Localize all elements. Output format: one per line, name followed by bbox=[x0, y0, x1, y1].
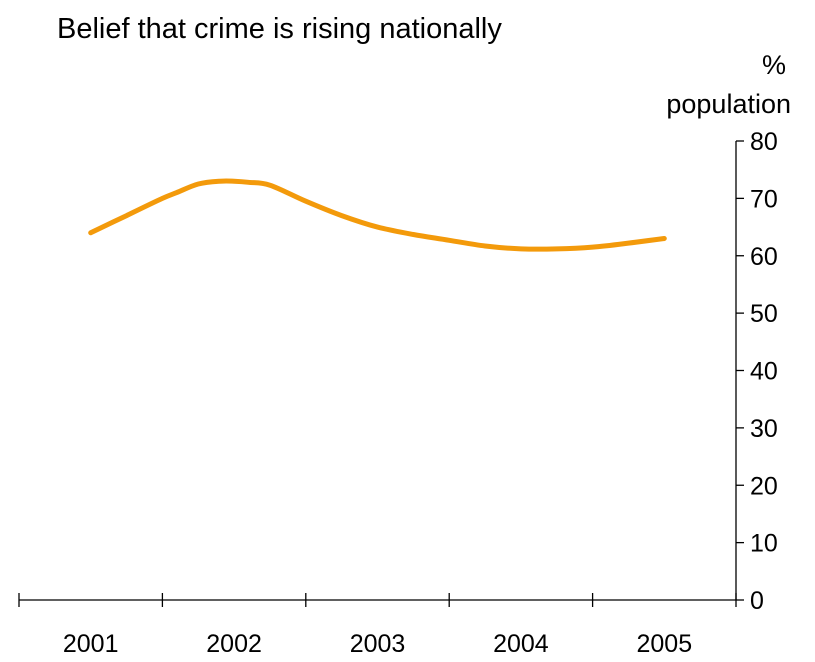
y-tick-label: 80 bbox=[750, 128, 778, 156]
y-tick-label: 60 bbox=[750, 243, 778, 271]
y-tick-label: 50 bbox=[750, 300, 778, 328]
y-tick-label: 70 bbox=[750, 185, 778, 213]
x-tick-label: 2004 bbox=[493, 630, 549, 658]
y-unit-line2: population bbox=[666, 89, 791, 119]
y-axis-ticks: 0 10 20 30 40 50 60 70 80 bbox=[736, 128, 778, 615]
y-tick-label: 40 bbox=[750, 358, 778, 386]
x-tick-label: 2005 bbox=[636, 630, 692, 658]
series-line bbox=[88, 178, 667, 252]
x-tick-label: 2001 bbox=[63, 630, 119, 658]
y-tick-label: 0 bbox=[750, 587, 764, 615]
chart-title: Belief that crime is rising nationally bbox=[57, 13, 502, 45]
x-tick-label: 2002 bbox=[206, 630, 262, 658]
y-tick-label: 10 bbox=[750, 530, 778, 558]
y-unit-line1: % bbox=[762, 50, 786, 80]
y-tick-label: 30 bbox=[750, 415, 778, 443]
x-axis-ticks: 2001 2002 2003 2004 2005 bbox=[18, 593, 737, 658]
x-tick-label: 2003 bbox=[350, 630, 406, 658]
y-tick-label: 20 bbox=[750, 472, 778, 500]
